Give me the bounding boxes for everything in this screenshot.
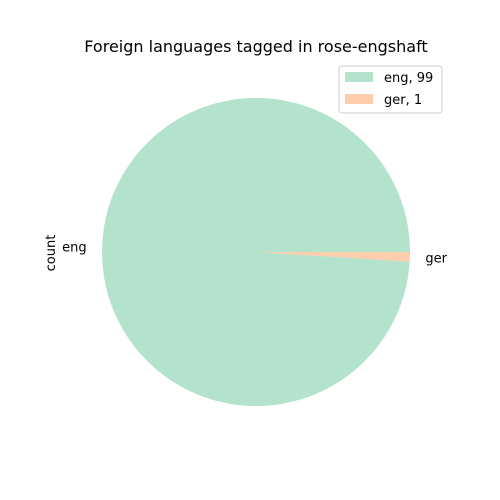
slice-label-eng: eng xyxy=(62,241,87,256)
pie-slice-labels: eng ger xyxy=(62,241,447,267)
pie-slice-eng xyxy=(101,98,411,407)
y-axis-label: count xyxy=(44,235,59,272)
legend-entries: eng, 99 ger, 1 xyxy=(345,71,433,108)
chart-title: Foreign languages tagged in rose-engshaf… xyxy=(84,37,427,56)
legend: eng, 99 ger, 1 xyxy=(338,65,443,114)
legend-swatch-ger xyxy=(345,94,373,104)
legend-label-ger: ger, 1 xyxy=(384,93,422,108)
pie-slice-ger xyxy=(256,252,410,262)
legend-label-eng: eng, 99 xyxy=(384,71,433,86)
legend-swatch-eng xyxy=(345,72,373,82)
pie-slices xyxy=(101,98,411,407)
slice-label-ger: ger xyxy=(425,251,447,266)
